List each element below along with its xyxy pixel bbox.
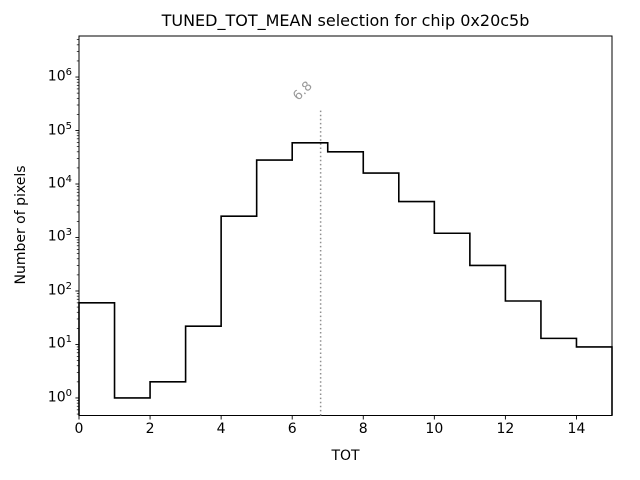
x-tick-label: 2 [145,421,155,437]
y-tick-label: 105 [47,120,72,139]
y-tick-label: 102 [47,281,72,299]
y-tick-label: 106 [47,67,72,85]
axes-frame [78,35,613,416]
y-tick-label: 100 [47,387,72,406]
x-tick-label: 10 [425,421,444,437]
y-tick-label: 103 [47,227,72,246]
y-tick-label: 104 [47,174,72,192]
y-axis-label: Number of pixels [13,165,29,285]
x-tick-label: 8 [358,421,368,437]
histogram-step-line [78,141,613,416]
x-tick-label: 14 [567,421,586,437]
x-tick-label: 12 [496,421,515,437]
chart-title: TUNED_TOT_MEAN selection for chip 0x20c5… [161,11,530,30]
y-tick-label: 101 [47,334,72,353]
x-axis-label: TOT [331,448,360,464]
x-tick-label: 6 [287,421,297,437]
x-tick-label: 4 [216,421,226,437]
x-tick-label: 0 [74,421,84,437]
